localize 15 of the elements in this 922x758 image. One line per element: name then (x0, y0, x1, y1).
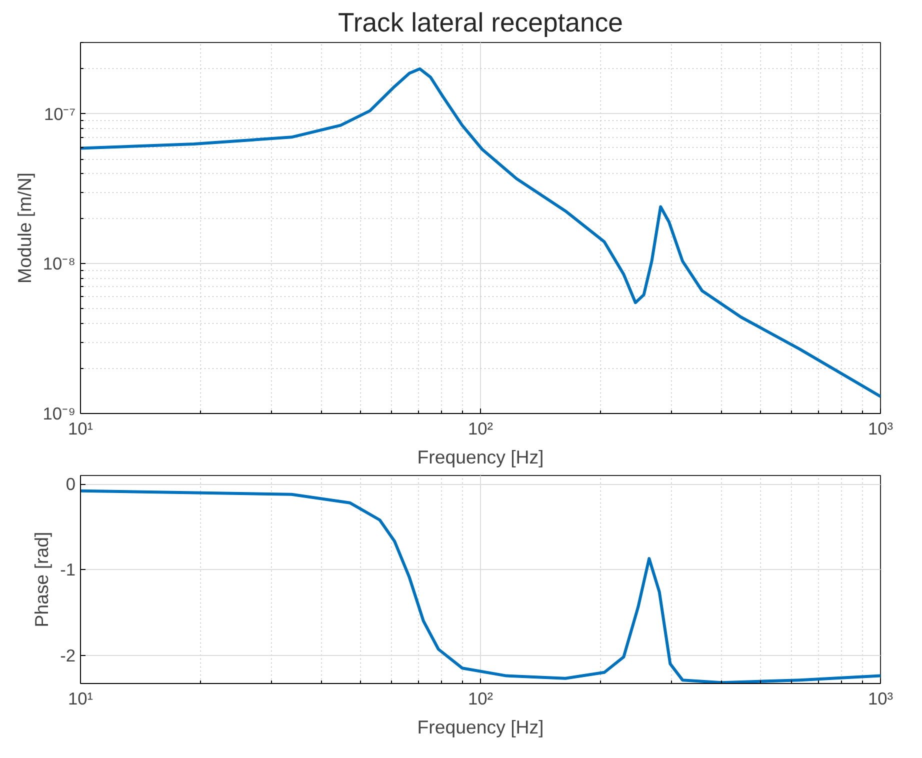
x-tick-label: 10³ (868, 418, 894, 438)
x-tick-label: 10² (468, 418, 494, 438)
x-axis-title: Frequency [Hz] (417, 716, 544, 738)
chart-title: Track lateral receptance (338, 8, 623, 38)
y-axis-title: Module [m/N] (14, 172, 35, 284)
y-tick-label: 10⁻⁸ (42, 254, 76, 274)
x-axis-title: Frequency [Hz] (417, 446, 544, 468)
y-tick-label: -2 (60, 645, 76, 666)
x-tick-label: 10¹ (68, 688, 94, 708)
x-tick-label: 10³ (868, 688, 894, 708)
y-tick-label: 0 (66, 474, 76, 494)
x-tick-label: 10² (468, 688, 494, 708)
y-tick-label: 10⁻⁷ (44, 104, 76, 124)
y-axis-title: Phase [rad] (31, 532, 52, 628)
y-tick-label: -1 (60, 560, 76, 580)
